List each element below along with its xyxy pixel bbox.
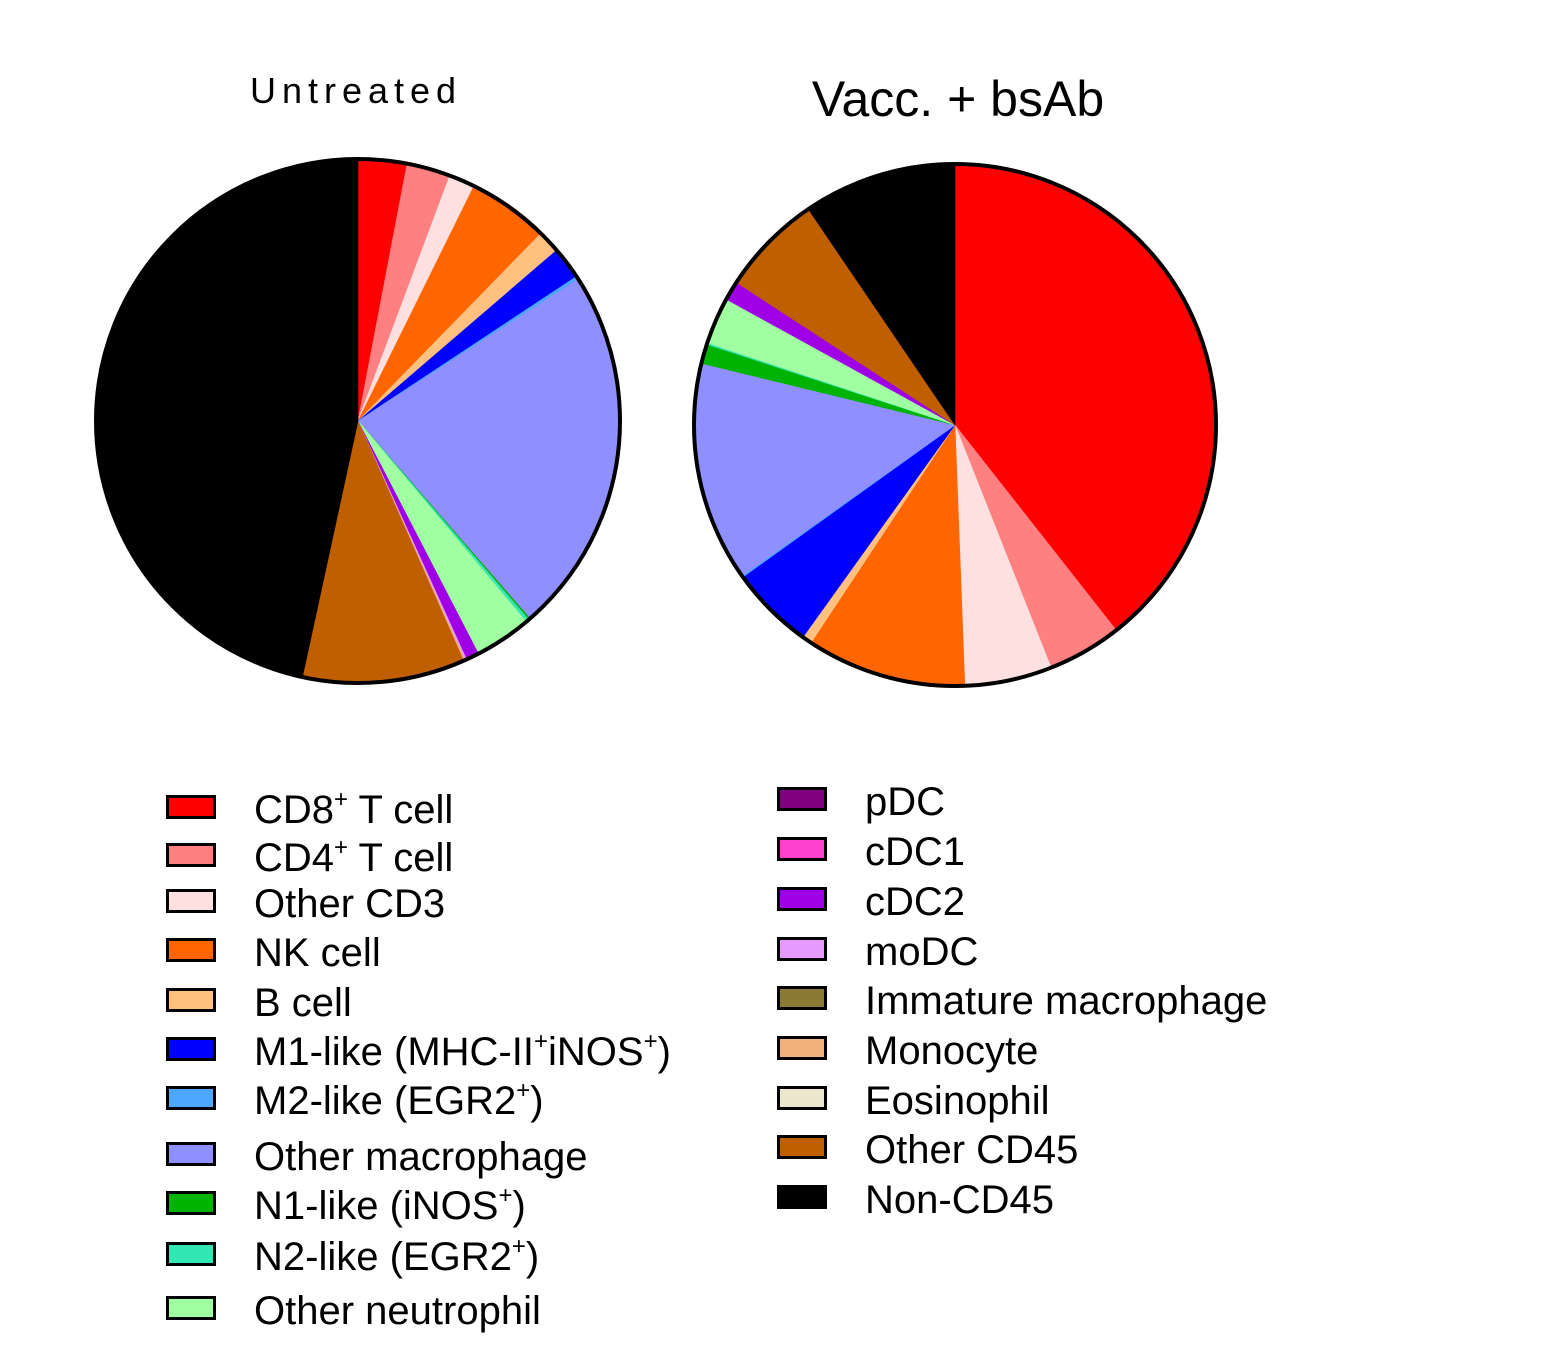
- pie-slice-non-cd45: [95, 158, 359, 678]
- legend-swatch: [166, 889, 216, 913]
- pie-title-untreated: Untreated: [249, 70, 463, 111]
- legend-label: M1-like (MHC-II+iNOS+): [254, 1028, 671, 1075]
- legend-label: Other neutrophil: [254, 1289, 541, 1333]
- legend-label: moDC: [865, 930, 979, 974]
- legend-label: Eosinophil: [865, 1079, 1050, 1123]
- legend-label: Other CD3: [254, 882, 446, 926]
- legend-label: Immature macrophage: [865, 979, 1268, 1023]
- pie-untreated: [94, 157, 622, 685]
- legend-swatch: [166, 1242, 216, 1266]
- legend-swatch: [166, 1086, 216, 1110]
- legend-swatch: [166, 1037, 216, 1061]
- legend-label: CD8+ T cell: [254, 786, 454, 833]
- legend-swatch: [777, 787, 827, 811]
- pie-outline: [94, 157, 622, 685]
- legend-swatch: [166, 988, 216, 1012]
- legend-swatch: [166, 1296, 216, 1320]
- legend-label: N2-like (EGR2+): [254, 1233, 540, 1280]
- legend-swatch: [166, 795, 216, 819]
- legend-swatch: [777, 1185, 827, 1209]
- legend-label: Other CD45: [865, 1128, 1079, 1172]
- legend-swatch: [777, 1086, 827, 1110]
- legend-label: Monocyte: [865, 1029, 1039, 1073]
- legend-swatch: [777, 986, 827, 1010]
- legend-swatch: [777, 1036, 827, 1060]
- legend-label: N1-like (iNOS+): [254, 1182, 526, 1229]
- pie-vacc-bsab: [692, 162, 1218, 688]
- legend-label: B cell: [254, 981, 352, 1025]
- legend-label: M2-like (EGR2+): [254, 1077, 544, 1124]
- legend-label: cDC2: [865, 880, 966, 924]
- legend-swatch: [777, 887, 827, 911]
- legend-swatch: [777, 837, 827, 861]
- legend-swatch: [166, 1191, 216, 1215]
- legend-label: Other macrophage: [254, 1135, 588, 1179]
- pie-charts: [94, 157, 1218, 688]
- pie-outline: [692, 162, 1218, 688]
- legend-label: CD4+ T cell: [254, 834, 454, 881]
- legend-label: Non-CD45: [865, 1178, 1054, 1222]
- legend-label: NK cell: [254, 931, 381, 975]
- legend-swatch: [777, 937, 827, 961]
- legend-swatch: [166, 1142, 216, 1166]
- legend-swatch: [777, 1135, 827, 1159]
- legend-swatch: [166, 843, 216, 867]
- legend-swatch: [166, 938, 216, 962]
- legend-label: cDC1: [865, 830, 966, 874]
- legend-label: pDC: [865, 780, 946, 824]
- pie-title-vacc-bsab: Vacc. + bsAb: [811, 71, 1105, 127]
